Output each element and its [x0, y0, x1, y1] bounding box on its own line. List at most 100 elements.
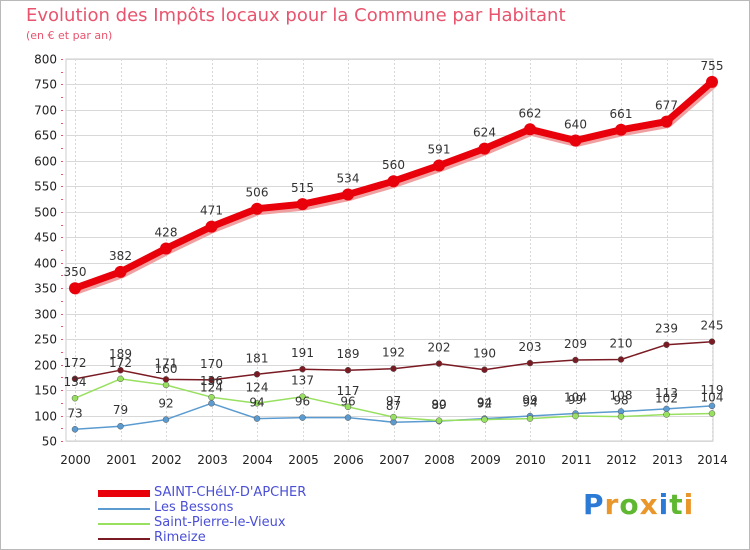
y-tick-label: 650: [34, 129, 57, 143]
y-tick-label: 600: [34, 155, 57, 169]
y-tick-label: 800: [34, 53, 57, 67]
data-point: [572, 356, 579, 364]
y-tick-label: 700: [34, 104, 57, 118]
data-point: [663, 405, 670, 413]
data-label: 104: [564, 390, 587, 404]
data-point: [708, 402, 716, 410]
data-label: 515: [291, 181, 314, 195]
data-point: [344, 403, 352, 411]
data-label: 99: [568, 393, 583, 407]
data-label: 97: [386, 394, 401, 408]
data-label: 134: [64, 375, 87, 389]
data-point: [71, 375, 79, 383]
data-label: 79: [113, 403, 128, 417]
data-point: [299, 365, 306, 373]
data-point: [208, 393, 215, 401]
x-tick-label: 2001: [106, 453, 137, 467]
data-point: [253, 371, 261, 378]
data-point: [708, 410, 716, 417]
data-label: 99: [522, 393, 537, 407]
data-point: [569, 134, 582, 147]
data-point: [162, 416, 170, 423]
data-label: 534: [337, 171, 360, 185]
y-tick-label: 550: [34, 180, 57, 194]
x-tick-label: 2003: [197, 453, 228, 467]
data-point: [615, 123, 627, 136]
x-tick-label: 2014: [697, 453, 728, 467]
logo-letter: i: [683, 488, 695, 521]
data-point: [572, 412, 579, 420]
logo-letter: o: [619, 488, 640, 521]
data-point: [390, 365, 397, 372]
data-point: [162, 376, 170, 383]
data-label: 124: [200, 380, 223, 394]
data-point: [526, 415, 534, 422]
data-label: 94: [522, 396, 537, 410]
legend-label: Rimeize: [154, 530, 206, 545]
chart-title: Evolution des Impôts locaux pour la Comm…: [26, 5, 566, 26]
data-point: [435, 360, 443, 367]
data-label: 560: [382, 158, 405, 172]
data-label: 172: [64, 356, 87, 370]
data-point: [481, 366, 488, 373]
data-label: 428: [155, 225, 178, 239]
data-point: [71, 394, 79, 402]
logo-letter: t: [669, 488, 684, 521]
data-point: [663, 411, 670, 418]
x-tick-label: 2009: [470, 453, 501, 467]
data-point: [344, 366, 352, 374]
data-point: [342, 188, 354, 201]
chart-subtitle: (en € et par an): [26, 29, 113, 42]
plot-area: [65, 58, 714, 442]
data-point: [69, 282, 81, 295]
data-point: [160, 242, 172, 255]
data-point: [162, 381, 170, 389]
data-point: [208, 376, 215, 384]
data-label: 661: [610, 107, 633, 121]
data-point: [617, 413, 625, 420]
data-point: [390, 413, 397, 421]
y-tick-label: 250: [34, 333, 57, 347]
x-tick-label: 2005: [288, 453, 319, 467]
data-point: [435, 417, 443, 424]
data-label: 181: [246, 351, 269, 365]
data-point: [117, 375, 124, 383]
data-label: 239: [655, 322, 678, 336]
data-label: 202: [428, 341, 451, 355]
data-label: 209: [564, 337, 587, 351]
legend-label: SAINT-CHéLY-D'APCHER: [154, 485, 307, 500]
data-label: 382: [109, 249, 132, 263]
data-label: 96: [295, 395, 310, 409]
data-point: [208, 400, 215, 407]
data-label: 506: [246, 186, 269, 200]
data-label: 160: [155, 362, 178, 376]
y-tick-label: 300: [34, 308, 57, 322]
data-label: 662: [519, 106, 542, 120]
data-point: [708, 338, 716, 345]
x-tick-label: 2013: [652, 453, 683, 467]
data-point: [387, 175, 400, 188]
y-tick-label: 200: [34, 359, 57, 373]
data-point: [117, 366, 124, 374]
logo-letter: x: [639, 488, 659, 521]
data-label: 189: [337, 347, 360, 361]
data-point: [253, 415, 261, 422]
grid: [65, 58, 714, 442]
data-label: 113: [655, 386, 678, 400]
data-point: [296, 198, 309, 211]
data-label: 245: [701, 319, 724, 333]
data-label: 640: [564, 117, 587, 131]
y-tick-label: 750: [34, 78, 57, 92]
data-label: 192: [382, 346, 405, 360]
data-label: 119: [701, 383, 724, 397]
data-point: [71, 426, 79, 433]
data-point: [663, 341, 670, 348]
data-point: [660, 115, 673, 128]
data-label: 191: [291, 346, 314, 360]
data-label: 87: [386, 399, 401, 413]
x-tick-label: 2008: [424, 453, 455, 467]
data-label: 92: [158, 397, 173, 411]
data-point: [706, 75, 718, 88]
